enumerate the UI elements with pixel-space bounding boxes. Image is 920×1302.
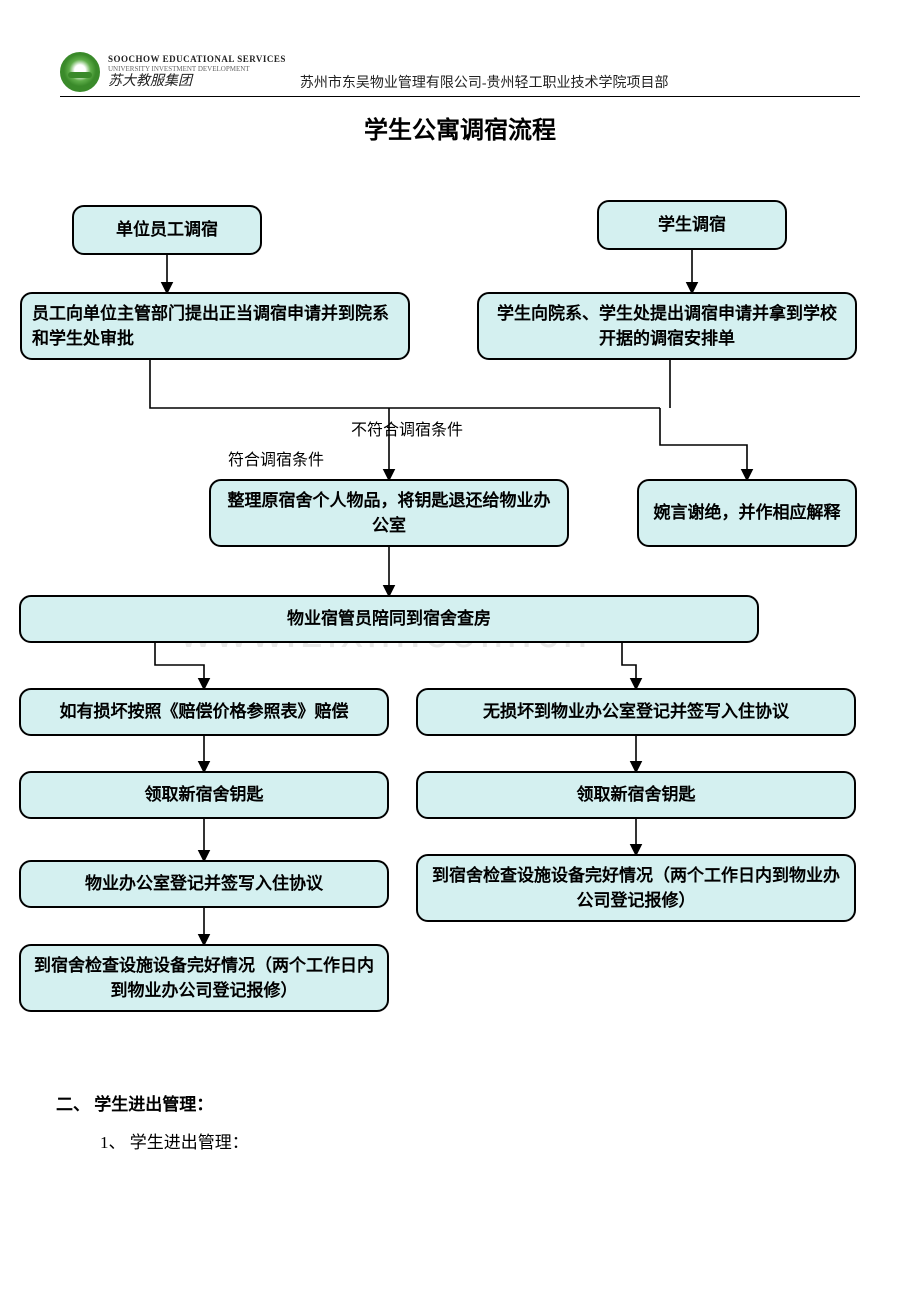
node-getkey-left: 领取新宿舍钥匙	[19, 771, 389, 819]
footer-item: 1、 学生进出管理：	[100, 1128, 249, 1153]
logo-line2: UNIVERSITY INVESTMENT DEVELOPMENT	[108, 66, 286, 73]
label-qualified: 符合调宿条件	[228, 446, 324, 470]
node-getkey-right: 领取新宿舍钥匙	[416, 771, 856, 819]
page: SOOCHOW EDUCATIONAL SERVICES UNIVERSITY …	[0, 0, 920, 1302]
node-compensate: 如有损坏按照《赔偿价格参照表》赔偿	[19, 688, 389, 736]
page-header: SOOCHOW EDUCATIONAL SERVICES UNIVERSITY …	[60, 48, 860, 97]
logo-text: SOOCHOW EDUCATIONAL SERVICES UNIVERSITY …	[108, 55, 286, 89]
label-not-qualified: 不符合调宿条件	[351, 416, 463, 440]
node-check-right: 到宿舍检查设施设备完好情况（两个工作日内到物业办公司登记报修）	[416, 854, 856, 922]
header-subtitle: 苏州市东吴物业管理有限公司-贵州轻工职业技术学院项目部	[300, 72, 669, 96]
node-staff-start: 单位员工调宿	[72, 205, 262, 255]
node-return-key: 整理原宿舍个人物品，将钥匙退还给物业办公室	[209, 479, 569, 547]
node-student-apply: 学生向院系、学生处提出调宿申请并拿到学校开据的调宿安排单	[477, 292, 857, 360]
node-inspect: 物业宿管员陪同到宿舍查房	[19, 595, 759, 643]
logo-line1: SOOCHOW EDUCATIONAL SERVICES	[108, 55, 286, 64]
logo-icon	[60, 52, 100, 92]
logo-line3: 苏大教服集团	[108, 75, 286, 89]
node-check-left: 到宿舍检查设施设备完好情况（两个工作日内到物业办公司登记报修）	[19, 944, 389, 1012]
node-staff-apply: 员工向单位主管部门提出正当调宿申请并到院系和学生处审批	[20, 292, 410, 360]
footer-heading: 二、 学生进出管理：	[56, 1090, 213, 1115]
node-register-ok: 无损坏到物业办公室登记并签写入住协议	[416, 688, 856, 736]
page-title: 学生公寓调宿流程	[0, 110, 920, 145]
node-register-left: 物业办公室登记并签写入住协议	[19, 860, 389, 908]
node-student-start: 学生调宿	[597, 200, 787, 250]
node-decline: 婉言谢绝，并作相应解释	[637, 479, 857, 547]
